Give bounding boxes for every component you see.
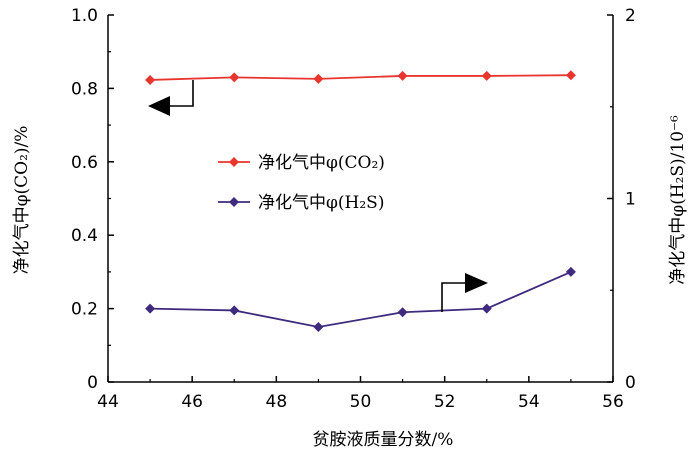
x-tick-label: 48 [266, 392, 288, 412]
legend: 净化气中φ(CO₂) 净化气中φ(H₂S) [218, 153, 385, 213]
legend-label-1: 净化气中φ(CO₂) [258, 153, 385, 173]
x-tick-label: 46 [181, 392, 203, 412]
series-1-point [481, 70, 492, 81]
series-2-point [397, 307, 408, 318]
series-2-point [481, 303, 492, 314]
right-axis-arrow-head [465, 273, 488, 293]
legend-marker-1 [229, 157, 239, 167]
y-left-tick-label: 1.0 [71, 6, 98, 26]
series-1-point [229, 72, 240, 83]
y-right-tick-label: 0 [625, 373, 636, 393]
y-right-tick-label: 1 [625, 190, 636, 210]
x-axis-label: 贫胺液质量分数/% [313, 430, 454, 450]
series-1-point [397, 70, 408, 81]
x-tick-label: 44 [97, 392, 119, 412]
left-axis-arrow-line [168, 80, 194, 107]
series-2-point [313, 321, 324, 332]
series-1-point [145, 74, 156, 85]
series-2-point [145, 303, 156, 314]
right-axis-arrow-line [441, 282, 466, 312]
left-axis-arrow-head [148, 96, 170, 116]
y-axis-left-label: 净化气中φ(CO₂)/% [12, 126, 32, 275]
legend-label-2: 净化气中φ(H₂S) [258, 193, 384, 213]
series [145, 70, 576, 332]
y-left-tick-label: 0 [87, 373, 98, 393]
axis-indicator-arrows [148, 80, 488, 312]
y-left-tick-label: 0.6 [71, 153, 98, 173]
series-2-point [565, 266, 576, 277]
y-left-tick-label: 0.2 [71, 300, 98, 320]
y-left-tick-label: 0.8 [71, 79, 98, 99]
series-1-point [313, 73, 324, 84]
series-line-2 [150, 271, 572, 328]
y-right-tick-label: 2 [625, 6, 636, 26]
legend-marker-2 [229, 197, 239, 207]
series-2-point [229, 305, 240, 316]
x-tick-label: 52 [434, 392, 456, 412]
x-tick-label: 54 [518, 392, 540, 412]
x-tick-label: 50 [350, 392, 372, 412]
series-line-1 [150, 74, 571, 81]
y-axis-right-label: 净化气中φ(H₂S)/10⁻⁶ [668, 115, 688, 285]
series-1-point [565, 70, 576, 81]
y-left-tick-label: 0.4 [71, 226, 98, 246]
x-tick-label: 56 [602, 392, 624, 412]
